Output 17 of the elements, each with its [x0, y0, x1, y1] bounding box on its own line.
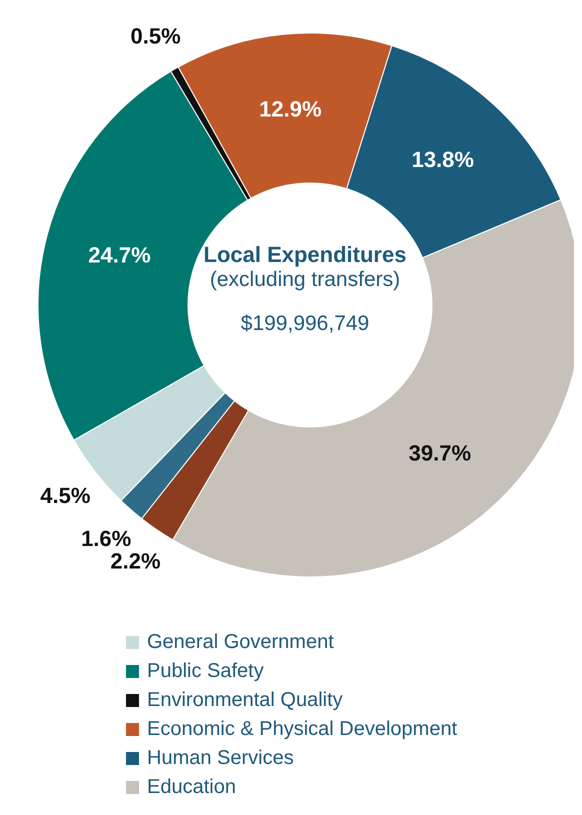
- text: $199,996,749: [240, 312, 370, 336]
- legend-label: Public Safety: [147, 660, 264, 683]
- data-label: 4.5%: [40, 482, 90, 508]
- legend-label: Education: [147, 776, 236, 799]
- legend-label: Environmental Quality: [147, 689, 343, 712]
- data-label: 0.5%: [130, 24, 181, 49]
- data-label: 39.7%: [408, 440, 472, 466]
- legend-label: Economic & Physical Development: [147, 718, 458, 741]
- legend-label: General Government: [147, 631, 334, 654]
- data-label: 24.7%: [88, 242, 151, 268]
- text: Local Expenditures: [202, 242, 408, 268]
- legend-label: Human Services: [147, 747, 294, 770]
- data-label: 1.6%: [81, 526, 132, 552]
- text: (excluding transfers): [208, 268, 402, 292]
- data-label: 13.8%: [412, 146, 474, 172]
- data-label: 12.9%: [259, 96, 322, 122]
- data-label: 2.2%: [110, 548, 161, 574]
